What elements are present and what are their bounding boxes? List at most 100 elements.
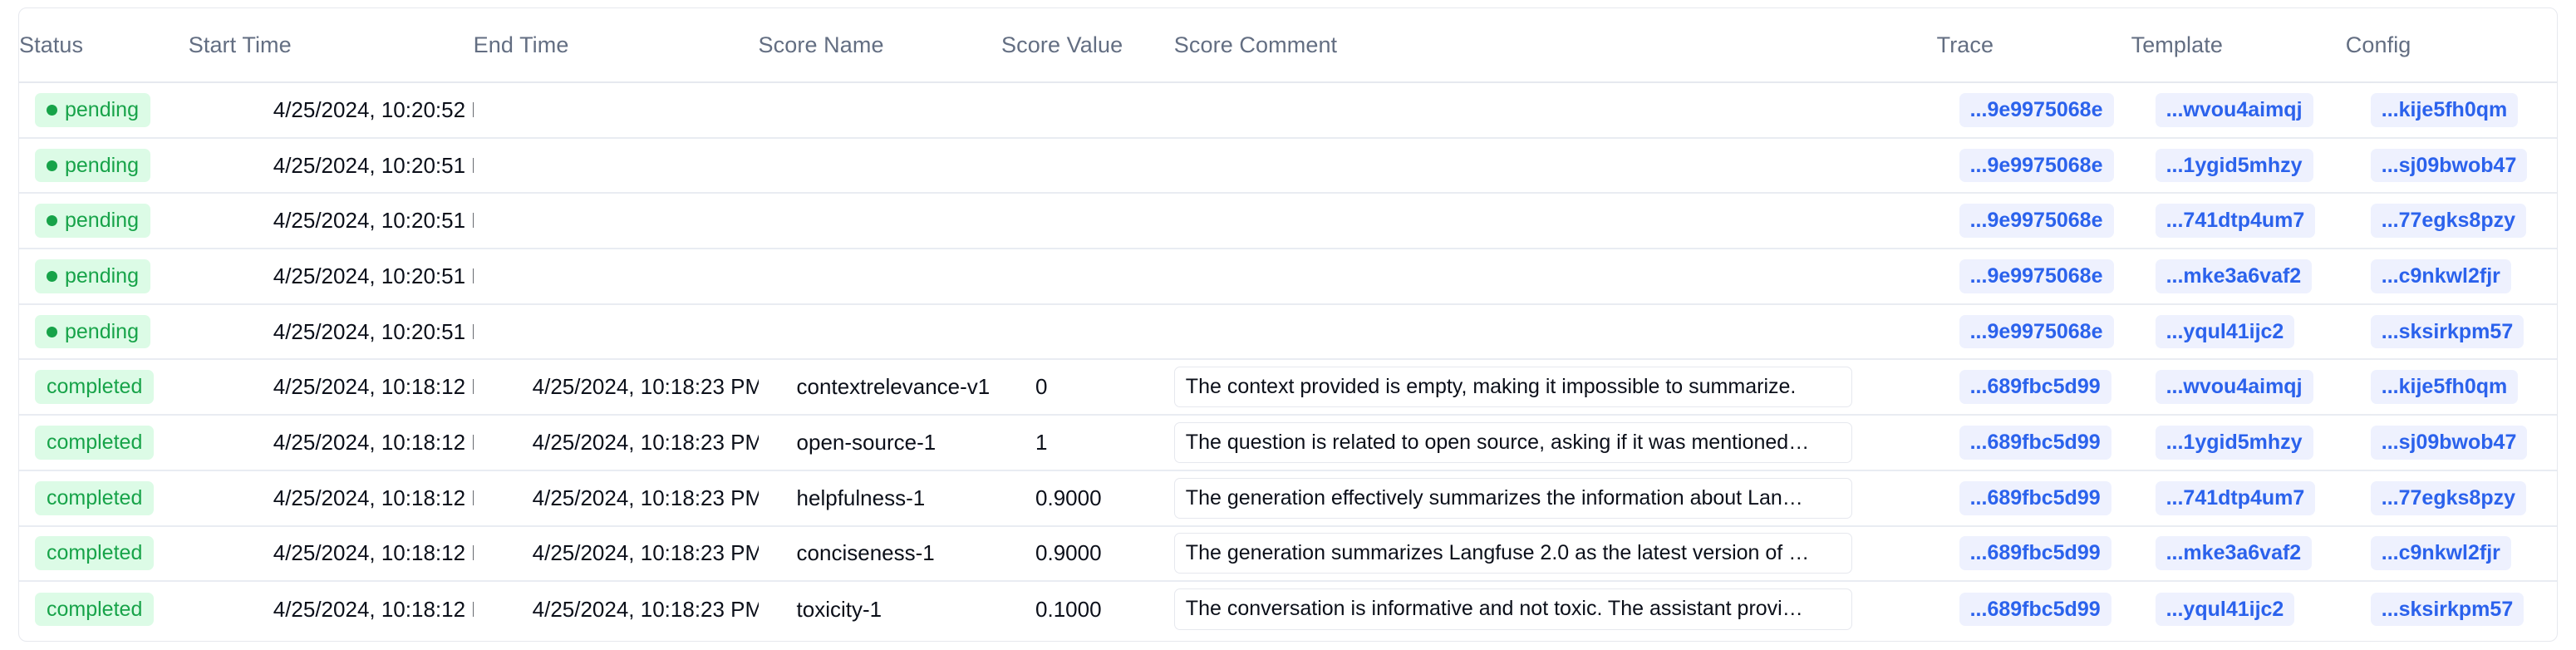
config-id-badge[interactable]: ...sj09bwob47	[2370, 148, 2528, 183]
cell-score-value	[1001, 82, 1174, 139]
score-comment-box[interactable]: The conversation is informative and not …	[1173, 588, 1852, 630]
cell-end-time	[473, 82, 759, 139]
template-id-badge[interactable]: ...741dtp4um7	[2155, 480, 2316, 515]
status-badge-label: completed	[47, 541, 143, 565]
config-id-badge[interactable]: ...c9nkwl2fjr	[2370, 259, 2511, 293]
column-header-config[interactable]: Config	[2345, 8, 2557, 83]
cell-start-time: 4/25/2024, 10:20:52 PM	[188, 82, 474, 139]
cell-score-value	[1001, 137, 1174, 195]
cell-config: ...sksirkpm57	[2346, 581, 2557, 637]
cell-score-name	[758, 303, 1002, 361]
table-row[interactable]: pending 4/25/2024, 10:20:51 PM ...9e997506…	[19, 303, 2557, 361]
cell-start-time-text: 4/25/2024, 10:18:12 PM	[273, 540, 474, 566]
cell-start-time: 4/25/2024, 10:18:12 PM	[188, 415, 474, 471]
trace-id-badge[interactable]: ...9e9975068e	[1959, 148, 2114, 183]
score-comment-box[interactable]: The question is related to open source, …	[1173, 421, 1852, 464]
cell-template: ...741dtp4um7	[2131, 193, 2346, 250]
template-id-badge[interactable]: ...1ygid5mhzy	[2155, 426, 2313, 460]
cell-score-comment: The context provided is empty, making it…	[1173, 359, 1937, 416]
cell-status: completed	[19, 581, 189, 637]
status-dot-icon	[47, 270, 57, 282]
config-id-badge[interactable]: ...77egks8pzy	[2370, 204, 2526, 239]
cell-start-time: 4/25/2024, 10:18:12 PM	[189, 581, 474, 637]
column-header-start-time[interactable]: Start Time	[188, 8, 474, 83]
status-badge: pending	[35, 314, 150, 349]
config-id-badge[interactable]: ...sksirkpm57	[2370, 314, 2524, 349]
cell-end-time	[473, 137, 759, 195]
column-header-trace[interactable]: Trace	[1936, 8, 2131, 83]
status-badge: pending	[35, 204, 150, 239]
template-id-badge[interactable]: ...1ygid5mhzy	[2155, 148, 2313, 183]
cell-end-time-text: 4/25/2024, 10:18:23 PM	[532, 596, 759, 622]
trace-id-badge[interactable]: ...9e9975068e	[1959, 314, 2114, 349]
table-row[interactable]: completed 4/25/2024, 10:18:12 PM 4/25/2024…	[19, 415, 2557, 471]
cell-score-value: 1	[1001, 415, 1174, 471]
status-dot-icon	[47, 215, 57, 227]
cell-end-time: 4/25/2024, 10:18:23 PM	[473, 415, 759, 471]
cell-score-comment	[1173, 249, 1937, 305]
trace-id-badge[interactable]: ...9e9975068e	[1959, 204, 2114, 239]
cell-score-comment	[1173, 82, 1937, 139]
config-id-badge[interactable]: ...kije5fh0qm	[2370, 92, 2519, 127]
cell-score-name	[758, 193, 1002, 250]
trace-id-badge[interactable]: ...9e9975068e	[1959, 92, 2114, 127]
table-header: Status Start Time End Time Score Name Sc…	[19, 8, 2557, 83]
trace-id-badge[interactable]: ...689fbc5d99	[1959, 592, 2111, 627]
cell-score-value: 0.9000	[1001, 470, 1174, 527]
template-id-badge[interactable]: ...yqul41ijc2	[2155, 314, 2295, 349]
cell-end-time-text: 4/25/2024, 10:18:23 PM	[532, 485, 759, 510]
trace-id-badge[interactable]: ...689fbc5d99	[1959, 426, 2111, 460]
table-row[interactable]: pending 4/25/2024, 10:20:51 PM ...9e997506…	[19, 193, 2557, 250]
cell-end-time: 4/25/2024, 10:18:23 PM	[473, 525, 759, 583]
cell-config: ...c9nkwl2fjr	[2345, 525, 2557, 583]
column-header-score-name[interactable]: Score Name	[758, 8, 1002, 83]
table-row[interactable]: completed 4/25/2024, 10:18:12 PM 4/25/2024…	[19, 470, 2557, 527]
table-row[interactable]: completed 4/25/2024, 10:18:12 PM 4/25/2024…	[19, 525, 2557, 583]
template-id-badge[interactable]: ...yqul41ijc2	[2155, 592, 2295, 627]
config-id-badge[interactable]: ...kije5fh0qm	[2370, 370, 2519, 405]
cell-end-time: 4/25/2024, 10:18:23 PM	[473, 470, 759, 527]
column-header-status[interactable]: Status	[19, 8, 189, 83]
cell-score-value-text: 1	[1035, 429, 1048, 455]
score-comment-box[interactable]: The context provided is empty, making it…	[1173, 367, 1852, 408]
template-id-badge[interactable]: ...741dtp4um7	[2155, 204, 2316, 239]
trace-id-badge[interactable]: ...9e9975068e	[1959, 259, 2114, 293]
column-header-end-time[interactable]: End Time	[473, 8, 759, 83]
cell-trace: ...689fbc5d99	[1937, 581, 2131, 637]
table-row[interactable]: completed 4/25/2024, 10:18:12 PM 4/25/2024…	[19, 581, 2557, 637]
table-row[interactable]: completed 4/25/2024, 10:18:12 PM 4/25/2024…	[19, 359, 2557, 416]
score-comment-box[interactable]: The generation effectively summarizes th…	[1173, 477, 1852, 519]
cell-score-name-text: toxicity-1	[796, 596, 882, 622]
template-id-badge[interactable]: ...mke3a6vaf2	[2155, 259, 2313, 293]
cell-score-name-text: helpfulness-1	[796, 485, 926, 510]
cell-status: completed	[19, 525, 189, 583]
cell-score-value-text: 0.1000	[1035, 596, 1102, 622]
cell-status: pending	[19, 303, 189, 361]
config-id-badge[interactable]: ...sj09bwob47	[2370, 426, 2528, 460]
trace-id-badge[interactable]: ...689fbc5d99	[1959, 480, 2111, 515]
table-row[interactable]: pending 4/25/2024, 10:20:52 PM ...9e997506…	[19, 82, 2557, 139]
cell-status: completed	[19, 359, 189, 416]
column-header-template[interactable]: Template	[2131, 8, 2346, 83]
cell-start-time-text: 4/25/2024, 10:20:51 PM	[273, 263, 474, 288]
scores-table: Status Start Time End Time Score Name Sc…	[19, 8, 2557, 637]
config-id-badge[interactable]: ...c9nkwl2fjr	[2370, 536, 2511, 571]
cell-score-value-text: 0.9000	[1035, 485, 1102, 510]
table-row[interactable]: pending 4/25/2024, 10:20:51 PM ...9e997506…	[19, 249, 2557, 305]
score-comment-box[interactable]: The generation summarizes Langfuse 2.0 a…	[1173, 533, 1852, 574]
config-id-badge[interactable]: ...sksirkpm57	[2370, 592, 2524, 627]
cell-config: ...kije5fh0qm	[2345, 359, 2557, 416]
column-header-score-comment[interactable]: Score Comment	[1173, 8, 1937, 83]
config-id-badge[interactable]: ...77egks8pzy	[2370, 480, 2526, 515]
template-id-badge[interactable]: ...wvou4aimqj	[2155, 92, 2313, 127]
cell-end-time	[473, 249, 759, 305]
trace-id-badge[interactable]: ...689fbc5d99	[1959, 536, 2111, 571]
cell-score-name: conciseness-1	[758, 525, 1002, 583]
status-badge: completed	[35, 370, 155, 405]
column-header-score-value[interactable]: Score Value	[1001, 8, 1174, 83]
trace-id-badge[interactable]: ...689fbc5d99	[1959, 370, 2111, 405]
template-id-badge[interactable]: ...mke3a6vaf2	[2155, 536, 2313, 571]
template-id-badge[interactable]: ...wvou4aimqj	[2155, 370, 2313, 405]
status-badge-label: pending	[65, 264, 139, 288]
table-row[interactable]: pending 4/25/2024, 10:20:51 PM ...9e997506…	[19, 137, 2557, 195]
